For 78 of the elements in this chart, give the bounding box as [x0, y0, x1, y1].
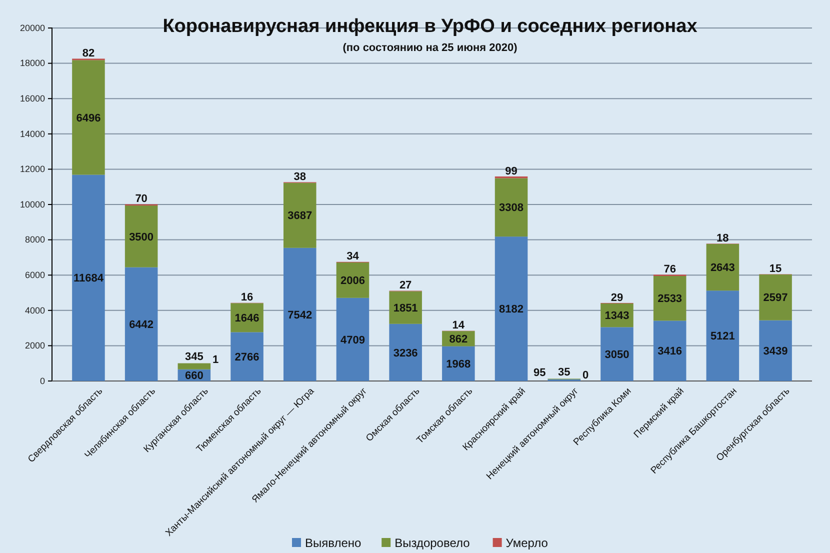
- bar: [283, 182, 316, 248]
- bar: [600, 327, 634, 381]
- y-tick-label: 20000: [20, 22, 45, 33]
- data-label: 4709: [340, 334, 365, 346]
- legend-label: Выявлено: [305, 536, 362, 550]
- data-label: 862: [449, 334, 468, 346]
- data-label: 70: [135, 193, 148, 206]
- data-label: 1851: [393, 302, 418, 314]
- data-label: 3308: [499, 202, 524, 214]
- y-tick-label: 2000: [24, 340, 45, 351]
- bar: [494, 178, 528, 237]
- bar: [283, 248, 316, 381]
- data-label: 2006: [340, 275, 365, 288]
- data-label: 6442: [129, 319, 154, 331]
- y-tick-label: 10000: [20, 199, 45, 210]
- data-label: 8182: [499, 304, 524, 316]
- data-label: 27: [399, 280, 412, 292]
- bar: [759, 274, 792, 320]
- data-label: 7542: [288, 309, 312, 322]
- data-label: 1: [212, 354, 219, 366]
- data-label: 5121: [710, 330, 735, 343]
- bar: [124, 267, 158, 381]
- bar: [336, 298, 370, 381]
- y-tick-label: 18000: [20, 58, 45, 68]
- data-label: 16: [240, 292, 254, 304]
- data-label: 2643: [710, 262, 735, 274]
- data-label: 3416: [658, 346, 682, 358]
- data-label: 14: [452, 320, 466, 332]
- data-label: 6496: [76, 112, 101, 124]
- data-label: 3050: [604, 348, 630, 361]
- bar: [72, 174, 105, 381]
- data-label: 3500: [129, 231, 154, 244]
- y-tick-label: 14000: [20, 128, 45, 139]
- y-tick-label: 6000: [24, 270, 45, 280]
- bar: [178, 363, 211, 370]
- data-label: 11684: [73, 272, 104, 285]
- data-label: 2766: [234, 351, 260, 364]
- data-label: 18: [716, 232, 729, 244]
- data-label: 1968: [446, 358, 471, 370]
- text: (по состоянию на 25 июня 2020): [342, 42, 518, 54]
- data-label: 76: [664, 264, 676, 276]
- bar: [230, 332, 264, 381]
- data-label: 3687: [288, 210, 312, 222]
- bar: [653, 320, 686, 381]
- data-label: 3439: [763, 346, 788, 358]
- y-tick-label: 12000: [20, 164, 45, 174]
- data-label: 29: [610, 292, 624, 304]
- data-label: 38: [294, 170, 306, 183]
- data-label: 345: [184, 351, 204, 364]
- legend-label: Умерло: [506, 536, 548, 550]
- data-label: 3236: [393, 347, 418, 360]
- bar: [706, 244, 740, 291]
- data-label: 0: [582, 370, 589, 382]
- bar: [389, 291, 422, 324]
- legend-label: Выздоровело: [394, 536, 470, 550]
- y-tick-label: 4000: [24, 305, 45, 316]
- data-label: 1343: [604, 310, 630, 322]
- bar: [759, 320, 792, 381]
- bar: [494, 236, 528, 381]
- bar: [124, 206, 158, 268]
- data-label: 34: [346, 250, 360, 263]
- bar: [706, 290, 740, 381]
- data-label: 2597: [763, 292, 788, 304]
- data-label: 99: [505, 165, 518, 178]
- data-label: 35: [558, 366, 570, 379]
- bar: [72, 60, 105, 175]
- data-label: 95: [533, 367, 546, 380]
- data-label: 660: [184, 370, 204, 382]
- y-tick-label: 16000: [20, 93, 45, 104]
- bar: [389, 324, 422, 381]
- data-label: 1646: [234, 312, 260, 325]
- y-tick-label: 8000: [24, 234, 45, 245]
- y-tick-label: 0: [40, 376, 45, 386]
- data-label: 15: [769, 263, 782, 276]
- chart-title: Коронавирусная инфекция в УрФО и соседних регионах: [162, 16, 698, 37]
- data-label: 82: [82, 48, 95, 60]
- data-label: 2533: [658, 293, 682, 306]
- bar: [653, 276, 686, 321]
